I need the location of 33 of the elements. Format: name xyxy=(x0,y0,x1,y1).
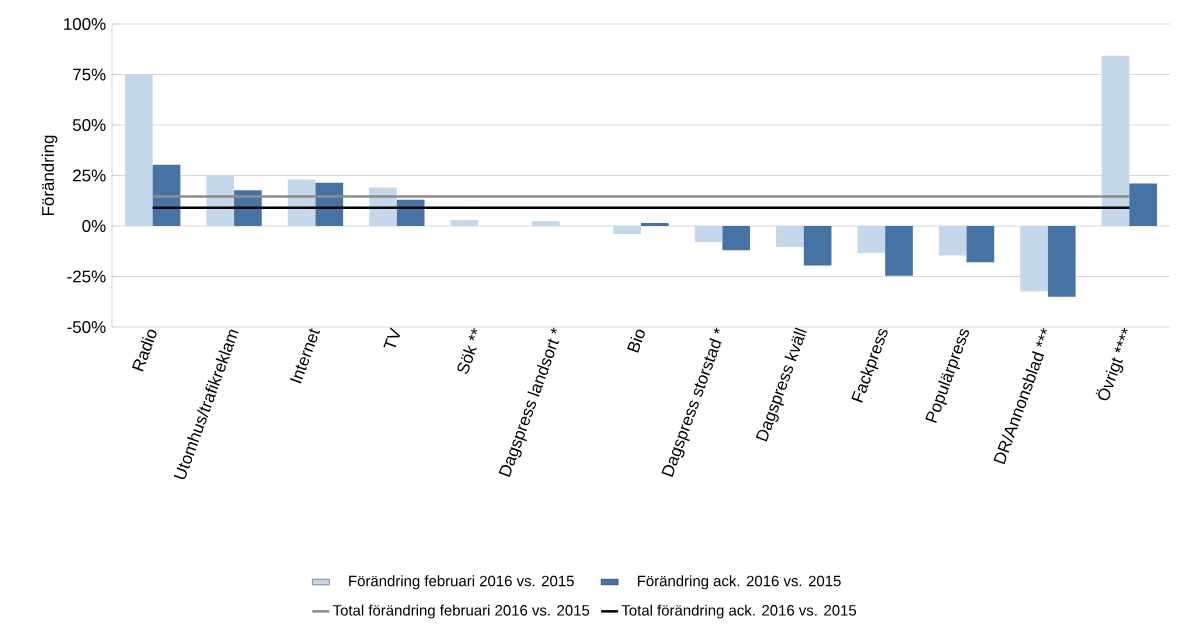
bar xyxy=(125,74,153,226)
bar xyxy=(938,226,967,256)
bar xyxy=(694,226,723,243)
legend-label: Förändring ack. 2016 vs. 2015 xyxy=(637,575,841,590)
y-tick-label: -50% xyxy=(67,321,106,333)
bar xyxy=(1047,226,1076,297)
y-tick-label: 0% xyxy=(82,220,106,232)
bar xyxy=(966,226,995,263)
legend-label: Förändring februari 2016 vs. 2015 xyxy=(349,575,574,590)
y-tick-label: 100% xyxy=(64,18,106,30)
bar xyxy=(641,222,669,226)
bar xyxy=(722,226,751,251)
bar xyxy=(803,226,832,266)
y-tick-label: 50% xyxy=(72,119,106,131)
x-tick-label: Sök ** xyxy=(457,328,478,374)
legend-label: Total förändring februari 2016 vs. 2015 xyxy=(332,604,590,619)
x-tick-label: Bio xyxy=(627,329,645,353)
bar xyxy=(1020,226,1048,292)
y-tick-label: 25% xyxy=(73,169,106,182)
y-tick-label: -25% xyxy=(67,270,106,283)
y-axis-title: Förändring xyxy=(41,135,58,216)
bar xyxy=(776,226,804,248)
bar xyxy=(450,219,479,226)
bar xyxy=(857,226,886,253)
bar xyxy=(885,226,913,276)
bar xyxy=(531,221,560,226)
bar xyxy=(1101,55,1130,226)
x-tick-label: TV xyxy=(383,327,400,348)
bar xyxy=(1129,183,1157,226)
bar xyxy=(613,226,641,235)
x-tick-label: Radio xyxy=(132,329,157,372)
y-tick-label: 75% xyxy=(73,68,106,81)
legend-label: Total förändring ack. 2016 vs. 2015 xyxy=(621,604,857,619)
